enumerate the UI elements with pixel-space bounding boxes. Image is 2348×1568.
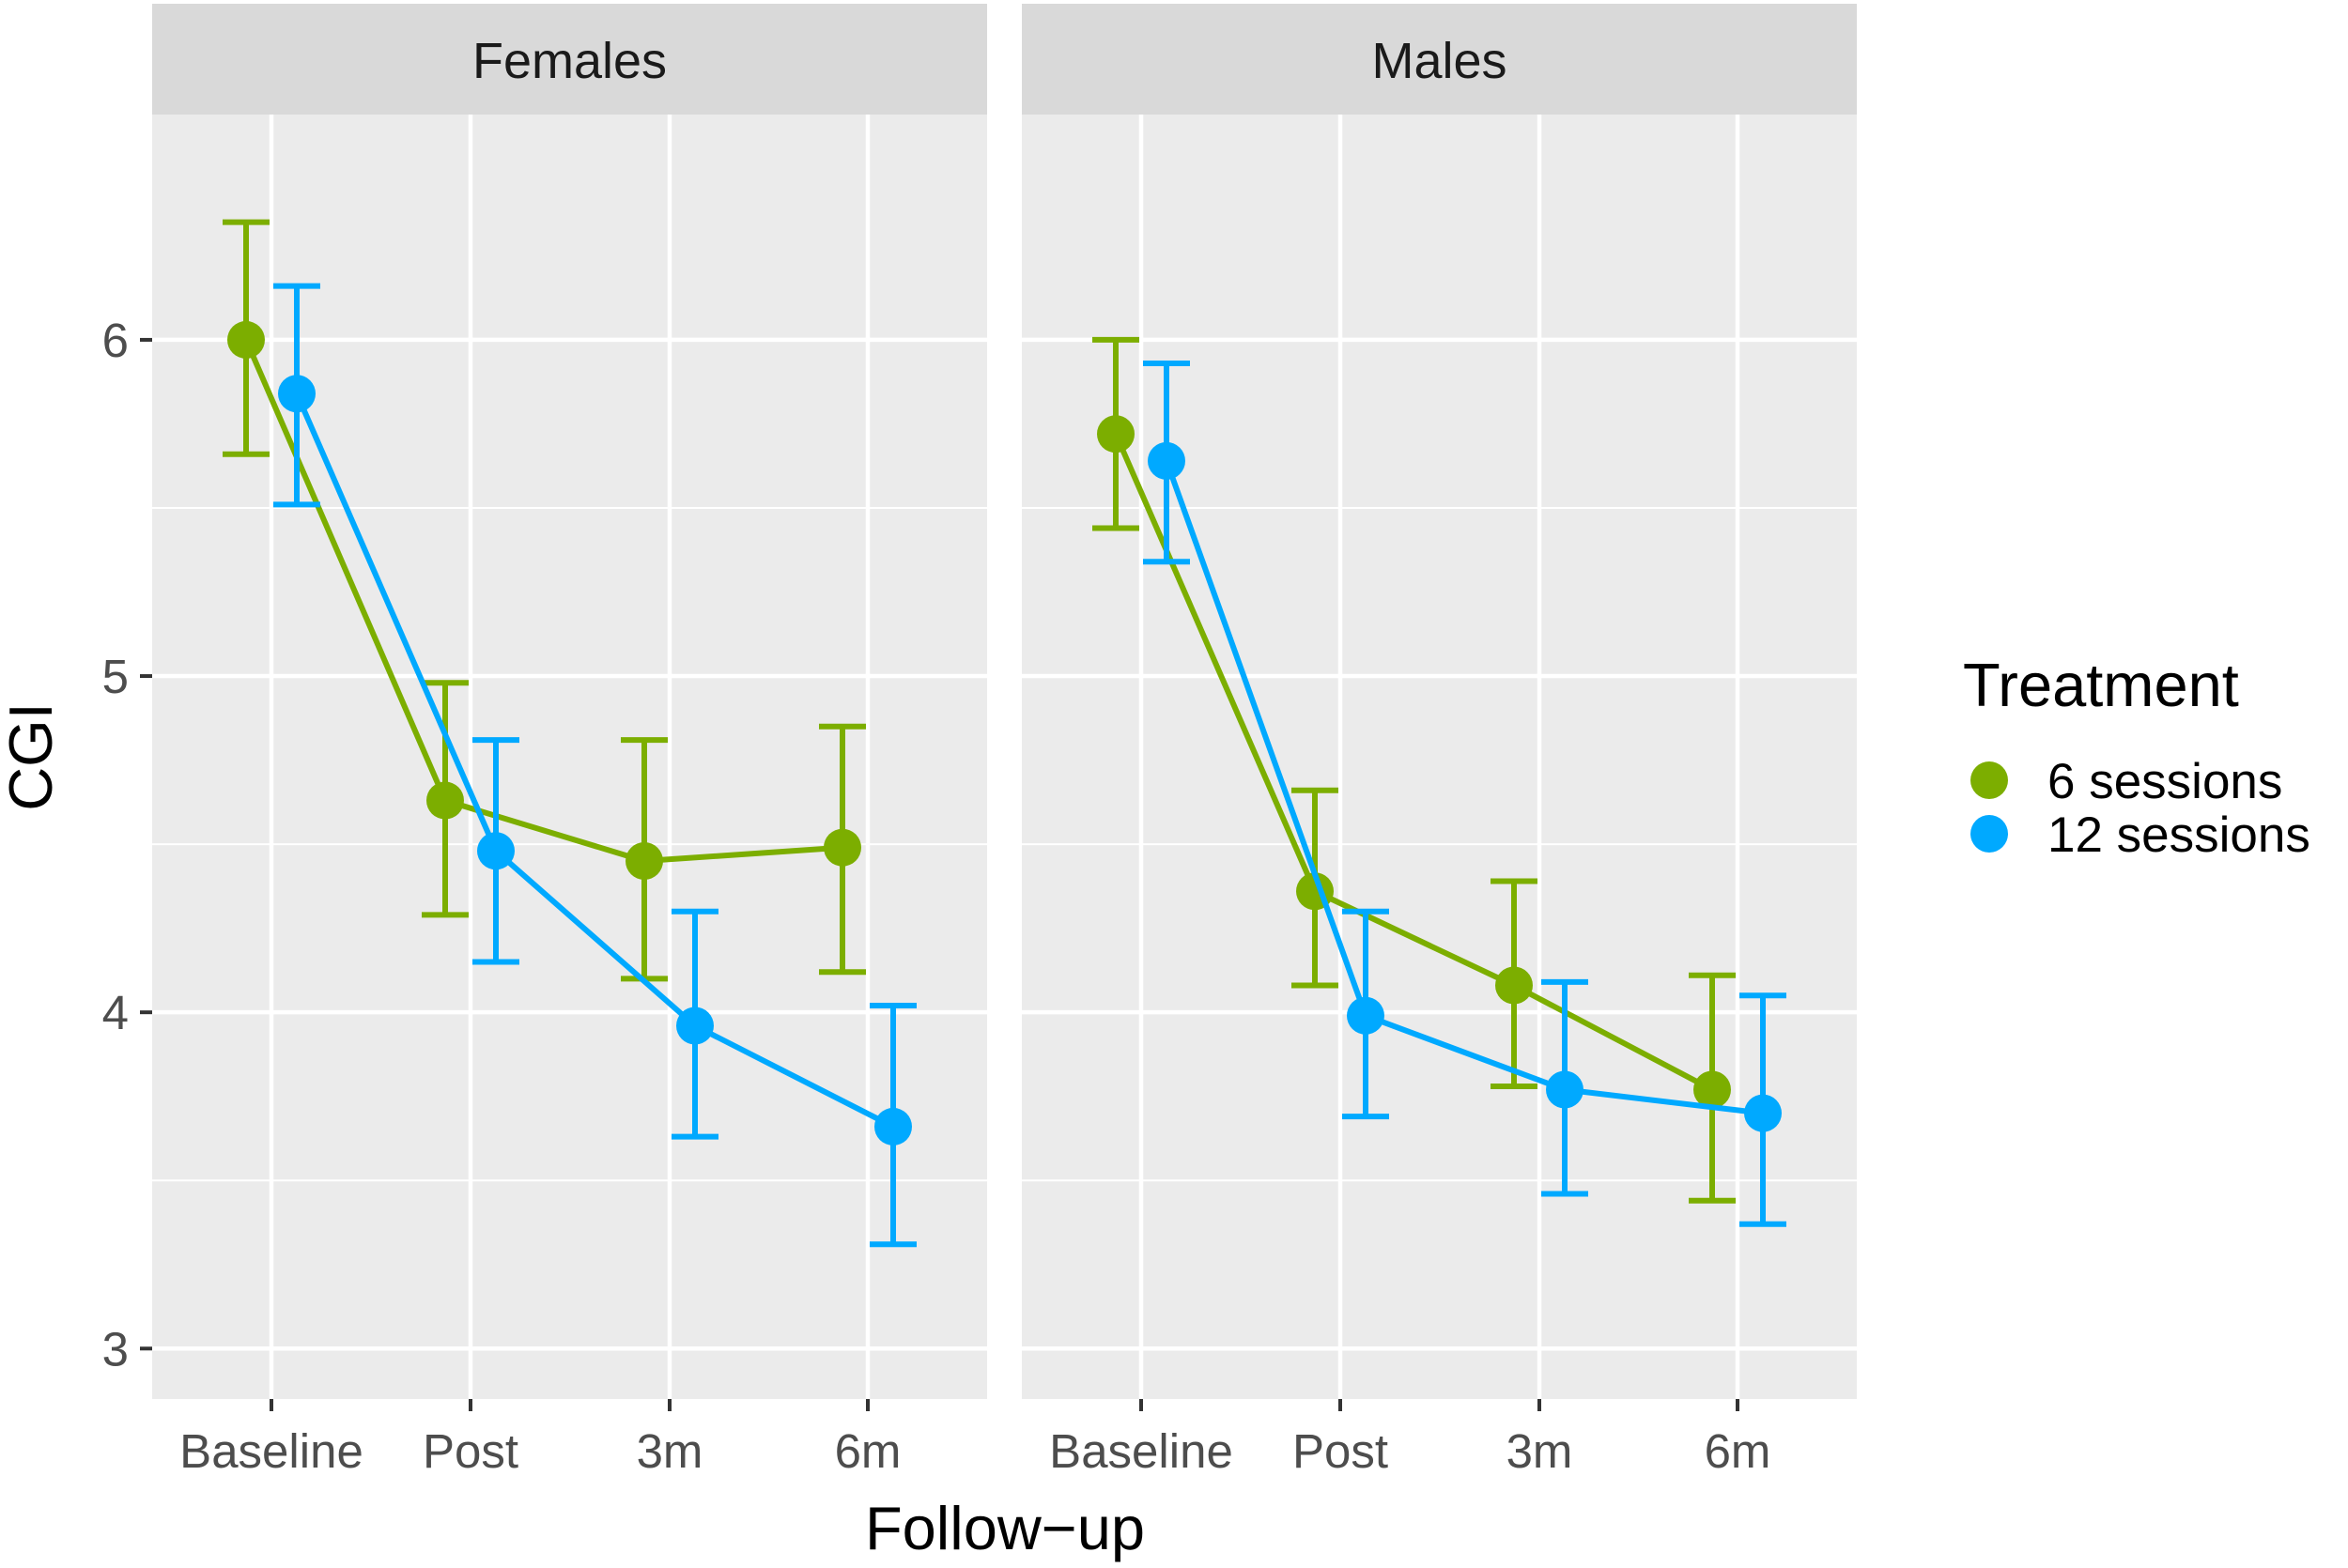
strip-males: [1022, 4, 1857, 115]
data-point-twelve-sessions: [1744, 1094, 1782, 1132]
series-line-twelve-sessions-females: [294, 392, 895, 1130]
y-tick-label: 6: [102, 314, 129, 367]
data-point-six-sessions: [426, 781, 464, 820]
series-line-twelve-sessions-males: [1164, 459, 1764, 1116]
legend-label-twelve-sessions: 12 sessions: [2047, 807, 2310, 863]
data-point-six-sessions: [1097, 415, 1135, 453]
y-tick-label: 4: [102, 986, 129, 1039]
x-tick-label: 3m: [1506, 1424, 1573, 1478]
data-point-twelve-sessions: [1347, 996, 1384, 1035]
legend-title: Treatment: [1963, 651, 2239, 719]
x-tick-label: 3m: [637, 1424, 703, 1478]
data-point-six-sessions: [1495, 966, 1533, 1005]
x-tick-label: 6m: [1705, 1424, 1771, 1478]
data-point-twelve-sessions: [874, 1107, 912, 1145]
panel-background-males: [1022, 115, 1857, 1399]
legend-label-six-sessions: 6 sessions: [2047, 754, 2282, 809]
panel-background-females: [152, 115, 987, 1399]
data-point-twelve-sessions: [278, 375, 316, 413]
data-point-twelve-sessions: [1148, 441, 1185, 480]
data-point-six-sessions: [1693, 1070, 1731, 1109]
x-tick-label: Post: [423, 1424, 518, 1478]
x-tick-label: Baseline: [1049, 1424, 1233, 1478]
legend-key-six-sessions: [1970, 761, 2008, 799]
data-point-twelve-sessions: [1546, 1070, 1583, 1109]
strip-label-males: Males: [1371, 33, 1506, 89]
series-line-six-sessions-females: [243, 338, 843, 865]
x-tick-label: Post: [1292, 1424, 1388, 1478]
data-point-twelve-sessions: [676, 1007, 714, 1045]
strip-females: [152, 4, 987, 115]
y-tick-label: 5: [102, 650, 129, 703]
x-tick-label: Baseline: [179, 1424, 363, 1478]
y-axis-title: CGI: [0, 702, 65, 811]
data-point-six-sessions: [824, 828, 861, 867]
data-point-six-sessions: [626, 842, 663, 881]
strip-label-females: Females: [472, 33, 667, 89]
data-point-six-sessions: [227, 320, 265, 359]
x-axis-title: Follow−up: [865, 1494, 1145, 1562]
y-tick-label: 3: [102, 1322, 129, 1376]
x-tick-label: 6m: [835, 1424, 902, 1478]
series-line-six-sessions-males: [1113, 433, 1714, 1093]
legend-key-twelve-sessions: [1970, 815, 2008, 853]
data-point-twelve-sessions: [477, 832, 515, 870]
